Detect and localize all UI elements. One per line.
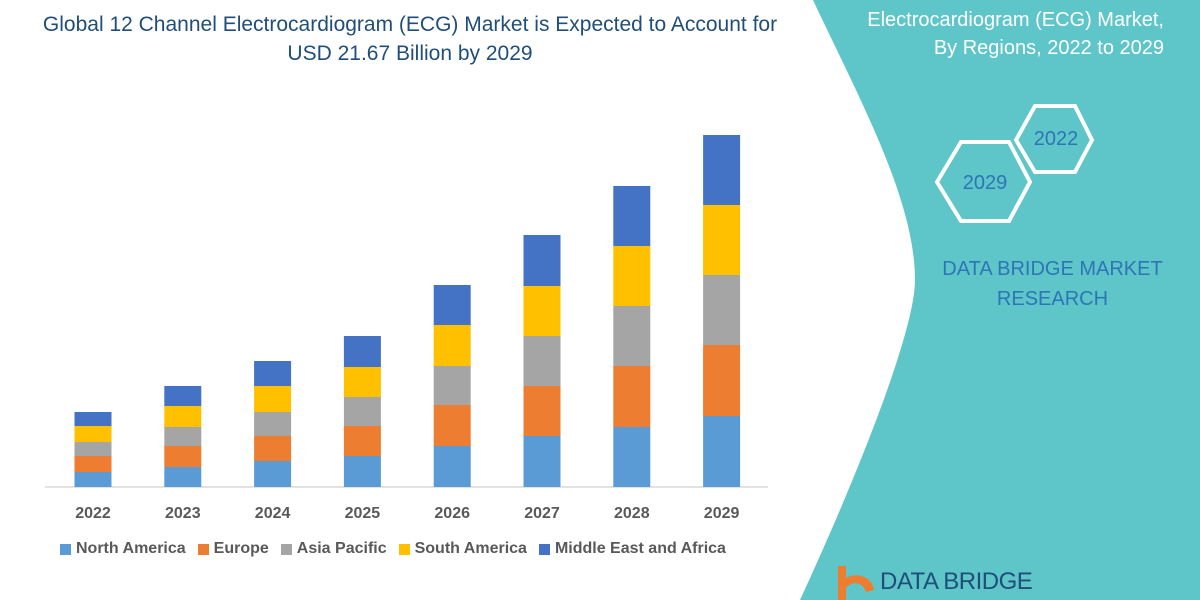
legend-label: Asia Pacific: [296, 540, 387, 557]
bar-segment: [164, 446, 202, 467]
bar-segment: [433, 285, 471, 325]
legend-item: North America: [60, 540, 186, 558]
bar-segment: [164, 467, 202, 487]
bar-segment: [164, 406, 202, 427]
bar-segment: [164, 427, 202, 446]
legend-swatch: [60, 543, 71, 555]
teal-panel: [800, 0, 1200, 600]
bar-segment: [523, 436, 561, 487]
bar-segment: [164, 386, 202, 406]
legend-label: North America: [76, 540, 186, 557]
legend-item: South America: [398, 540, 527, 558]
bar-segment: [254, 436, 292, 461]
bar-segment: [254, 412, 292, 436]
bar-segment: [523, 336, 561, 386]
bar-segment: [343, 456, 381, 487]
x-tick-label: 2022: [75, 505, 111, 522]
stacked-bar-chart: 2022 2023 2024 2025 2026 2027 2028 2029: [45, 135, 768, 522]
bar-segment: [703, 416, 741, 487]
bar-segment: [343, 397, 381, 426]
bar-segment: [254, 461, 292, 487]
bar-segment: [74, 426, 112, 442]
bar-segment: [433, 446, 471, 487]
panel-title: Electrocardiogram (ECG) Market, By Regio…: [867, 9, 1164, 59]
legend-swatch: [280, 543, 292, 555]
bar-segment: [343, 336, 381, 367]
bar-segment: [613, 366, 651, 427]
logo-icon: [838, 566, 874, 600]
bar-segment: [343, 367, 381, 397]
x-tick-label: 2027: [524, 505, 560, 522]
hexagon-2022: [1013, 104, 1095, 174]
bar-segment: [613, 246, 651, 306]
brand-name: DATA BRIDGE MARKET RESEARCH: [942, 258, 1163, 310]
legend-swatch: [538, 543, 550, 555]
legend-item: Asia Pacific: [280, 540, 387, 558]
bar-segment: [74, 456, 112, 472]
hex-label-2022: 2022: [1034, 128, 1079, 150]
chart-title: Global 12 Channel Electrocardiogram (ECG…: [42, 13, 778, 65]
x-tick-label: 2029: [704, 505, 740, 522]
bar-segment: [74, 412, 112, 426]
x-tick-label: 2025: [345, 505, 381, 522]
legend-label: Europe: [213, 540, 269, 557]
bar-segment: [74, 472, 112, 487]
bar-segment: [703, 345, 741, 416]
bar-segment: [254, 386, 292, 412]
bar-segment: [703, 275, 741, 345]
legend-item: Europe: [197, 540, 269, 558]
x-tick-label: 2026: [434, 505, 470, 522]
bar-segment: [254, 361, 292, 386]
bar-segment: [433, 405, 471, 446]
x-tick-label: 2023: [165, 505, 201, 522]
hex-label-2029: 2029: [963, 172, 1008, 194]
logo-text: DATA BRIDGE: [880, 568, 1033, 595]
legend-swatch: [197, 543, 209, 555]
bar-segment: [343, 426, 381, 456]
bar-segment: [613, 306, 651, 366]
bar-segment: [613, 427, 651, 487]
legend-item: Middle East and Africa: [538, 540, 726, 558]
legend-label: Middle East and Africa: [554, 540, 726, 557]
x-tick-label: 2028: [614, 505, 650, 522]
bar-segment: [74, 442, 112, 456]
legend: North America Europe Asia Pacific South …: [60, 540, 726, 558]
legend-swatch: [398, 543, 410, 555]
bar-segment: [703, 205, 741, 275]
bar-segment: [523, 386, 561, 436]
bar-segment: [523, 235, 561, 286]
hexagon-2029: [934, 140, 1033, 223]
bar-segment: [703, 135, 741, 205]
bar-segment: [613, 186, 651, 246]
bar-segment: [523, 286, 561, 336]
bar-segment: [433, 325, 471, 366]
bar-segment: [433, 366, 471, 405]
x-tick-label: 2024: [255, 505, 291, 522]
legend-label: South America: [414, 540, 527, 557]
